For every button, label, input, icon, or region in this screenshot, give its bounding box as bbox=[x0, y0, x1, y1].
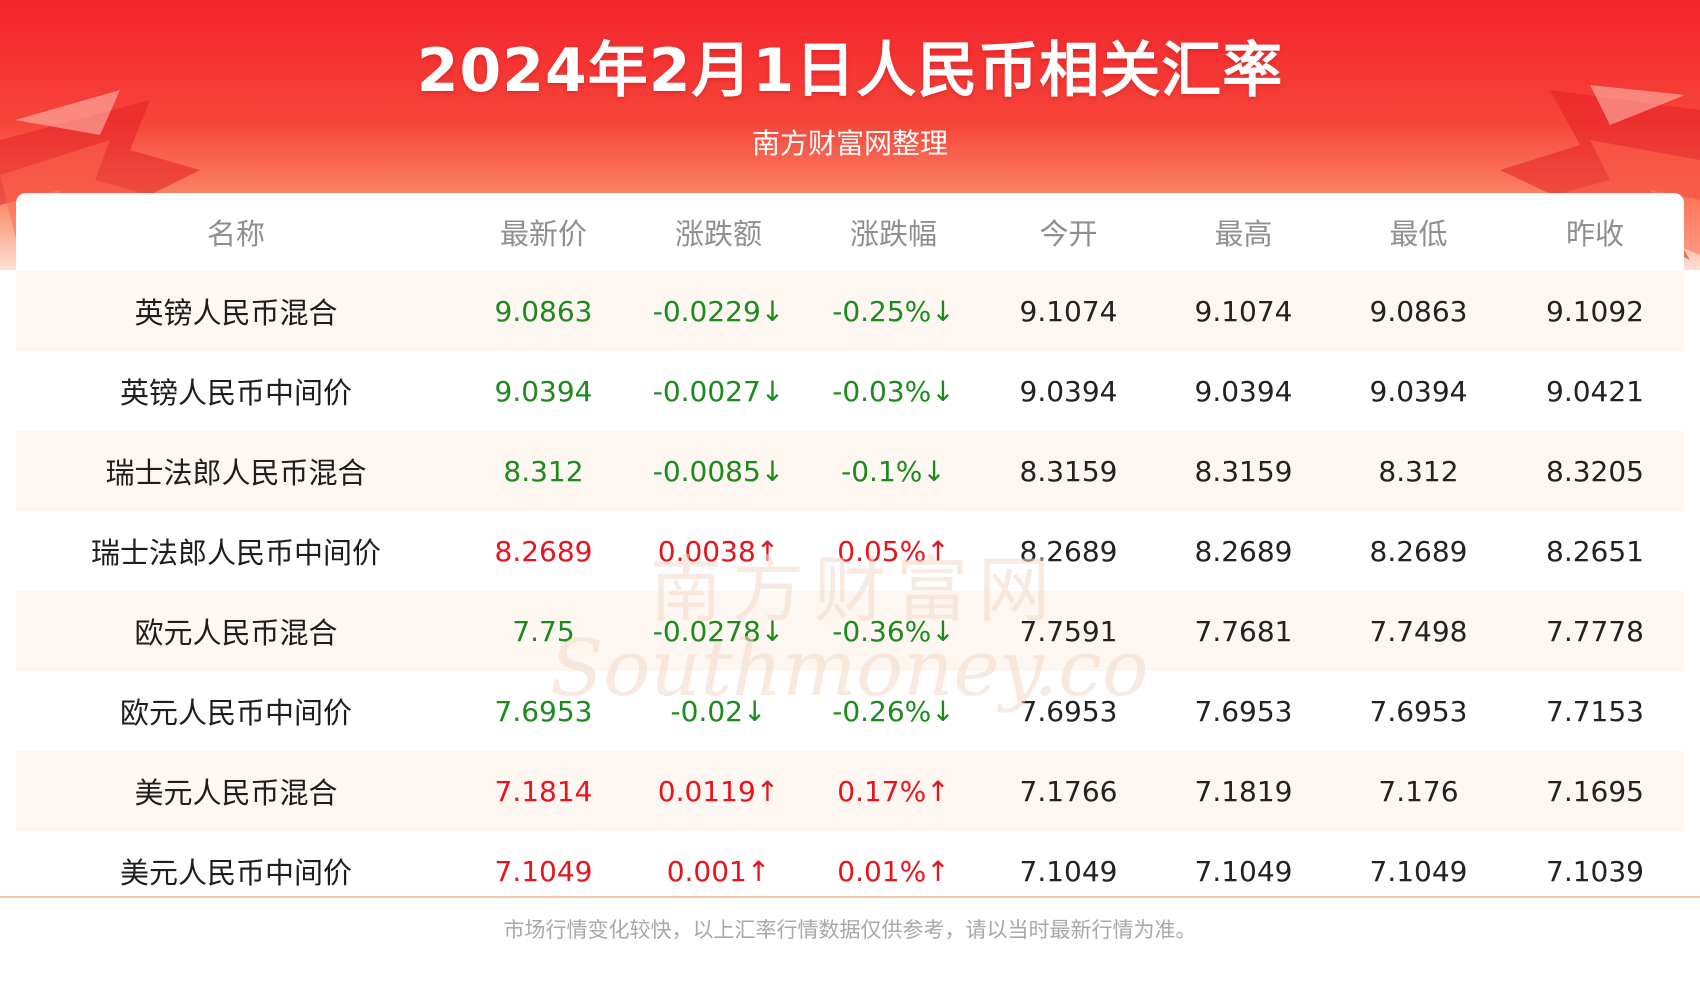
change-amount: -0.0085↓ bbox=[631, 431, 806, 511]
table-row: 瑞士法郎人民币混合 8.312 -0.0085↓ -0.1%↓ 8.3159 8… bbox=[16, 431, 1684, 511]
low-price: 7.1049 bbox=[1369, 854, 1468, 888]
prev-close-price: 9.0421 bbox=[1546, 374, 1644, 408]
table-row: 美元人民币混合 7.1814 0.0119↑ 0.17%↑ 7.1766 7.1… bbox=[16, 751, 1684, 831]
change-amount: 0.001↑ bbox=[666, 854, 771, 888]
prev-close-price: 7.1695 bbox=[1506, 751, 1684, 831]
page-title: 2024年2月1日人民币相关汇率 bbox=[416, 36, 1284, 106]
latest-price: 8.2689 bbox=[494, 534, 593, 568]
change-percent: -0.36%↓ bbox=[806, 591, 981, 671]
open-price: 7.1766 bbox=[981, 751, 1156, 831]
column-header-low: 最低 bbox=[1389, 217, 1448, 251]
change-percent: -0.26%↓ bbox=[832, 694, 955, 728]
currency-pair-name: 美元人民币混合 bbox=[16, 751, 456, 831]
high-price: 7.1819 bbox=[1156, 751, 1331, 831]
column-header-change: 涨跌额 bbox=[674, 217, 762, 251]
prev-close-price: 7.1039 bbox=[1546, 854, 1644, 888]
column-header-open: 今开 bbox=[1039, 217, 1098, 251]
open-price: 7.7591 bbox=[981, 591, 1156, 671]
column-header-name: 名称 bbox=[206, 217, 265, 251]
high-price: 7.1049 bbox=[1194, 854, 1293, 888]
open-price: 8.2689 bbox=[1019, 534, 1118, 568]
table-row: 欧元人民币中间价 7.6953 -0.02↓ -0.26%↓ 7.6953 7.… bbox=[16, 671, 1684, 751]
change-amount: -0.0278↓ bbox=[631, 591, 806, 671]
prev-close-price: 8.2651 bbox=[1546, 534, 1644, 568]
change-amount: -0.02↓ bbox=[670, 694, 767, 728]
column-header-prev-close: 昨收 bbox=[1565, 217, 1624, 251]
low-price: 7.176 bbox=[1331, 751, 1506, 831]
rates-table-card: 名称 最新价 涨跌额 涨跌幅 今开 最高 最低 昨收 英镑人民币混合 9.086… bbox=[16, 193, 1684, 898]
latest-price: 7.1814 bbox=[456, 751, 631, 831]
prev-close-price: 8.3205 bbox=[1506, 431, 1684, 511]
change-amount: 0.0038↑ bbox=[657, 534, 780, 568]
change-percent: -0.1%↓ bbox=[806, 431, 981, 511]
currency-pair-name: 瑞士法郎人民币混合 bbox=[16, 431, 456, 511]
footer-disclaimer: 市场行情变化较快，以上汇率行情数据仅供参考，请以当时最新行情为准。 bbox=[503, 918, 1197, 942]
high-price: 8.2689 bbox=[1194, 534, 1293, 568]
low-price: 8.312 bbox=[1331, 431, 1506, 511]
high-price: 9.1074 bbox=[1156, 271, 1331, 351]
open-price: 8.3159 bbox=[981, 431, 1156, 511]
open-price: 9.0394 bbox=[1019, 374, 1118, 408]
currency-pair-name: 瑞士法郎人民币中间价 bbox=[90, 536, 381, 570]
change-amount: -0.0229↓ bbox=[631, 271, 806, 351]
currency-pair-name: 美元人民币中间价 bbox=[119, 856, 352, 890]
footer-divider bbox=[0, 896, 1700, 898]
high-price: 7.6953 bbox=[1194, 694, 1293, 728]
low-price: 9.0863 bbox=[1331, 271, 1506, 351]
latest-price: 9.0394 bbox=[494, 374, 593, 408]
low-price: 7.7498 bbox=[1331, 591, 1506, 671]
change-percent: 0.01%↑ bbox=[837, 854, 950, 888]
latest-price: 8.312 bbox=[456, 431, 631, 511]
column-header-high: 最高 bbox=[1214, 217, 1273, 251]
low-price: 8.2689 bbox=[1369, 534, 1468, 568]
change-amount: 0.0119↑ bbox=[631, 751, 806, 831]
open-price: 7.1049 bbox=[1019, 854, 1118, 888]
column-header-latest: 最新价 bbox=[499, 217, 587, 251]
change-percent: 0.05%↑ bbox=[837, 534, 950, 568]
low-price: 7.6953 bbox=[1369, 694, 1468, 728]
table-row: 英镑人民币混合 9.0863 -0.0229↓ -0.25%↓ 9.1074 9… bbox=[16, 271, 1684, 351]
prev-close-price: 7.7153 bbox=[1546, 694, 1644, 728]
change-percent: -0.03%↓ bbox=[832, 374, 955, 408]
table-row: 美元人民币中间价 7.1049 0.001↑ 0.01%↑ 7.1049 7.1… bbox=[16, 831, 1684, 898]
currency-pair-name: 欧元人民币混合 bbox=[16, 591, 456, 671]
high-price: 7.7681 bbox=[1156, 591, 1331, 671]
high-price: 9.0394 bbox=[1194, 374, 1293, 408]
latest-price: 7.6953 bbox=[494, 694, 593, 728]
table-row: 英镑人民币中间价 9.0394 -0.0027↓ -0.03%↓ 9.0394 … bbox=[16, 351, 1684, 431]
currency-pair-name: 英镑人民币混合 bbox=[16, 271, 456, 351]
currency-pair-name: 英镑人民币中间价 bbox=[119, 376, 352, 410]
table-header-row: 名称 最新价 涨跌额 涨跌幅 今开 最高 最低 昨收 bbox=[16, 193, 1684, 271]
change-amount: -0.0027↓ bbox=[652, 374, 785, 408]
prev-close-price: 9.1092 bbox=[1506, 271, 1684, 351]
table-row: 欧元人民币混合 7.75 -0.0278↓ -0.36%↓ 7.7591 7.7… bbox=[16, 591, 1684, 671]
table-row: 瑞士法郎人民币中间价 8.2689 0.0038↑ 0.05%↑ 8.2689 … bbox=[16, 511, 1684, 591]
prev-close-price: 7.7778 bbox=[1506, 591, 1684, 671]
page-subtitle: 南方财富网整理 bbox=[751, 127, 948, 160]
open-price: 7.6953 bbox=[1019, 694, 1118, 728]
high-price: 8.3159 bbox=[1156, 431, 1331, 511]
column-header-change-pct: 涨跌幅 bbox=[849, 217, 937, 251]
low-price: 9.0394 bbox=[1369, 374, 1468, 408]
change-percent: 0.17%↑ bbox=[806, 751, 981, 831]
latest-price: 7.1049 bbox=[494, 854, 593, 888]
open-price: 9.1074 bbox=[981, 271, 1156, 351]
exchange-rate-table: 名称 最新价 涨跌额 涨跌幅 今开 最高 最低 昨收 英镑人民币混合 9.086… bbox=[16, 193, 1684, 898]
change-percent: -0.25%↓ bbox=[806, 271, 981, 351]
latest-price: 7.75 bbox=[456, 591, 631, 671]
currency-pair-name: 欧元人民币中间价 bbox=[119, 696, 352, 730]
latest-price: 9.0863 bbox=[456, 271, 631, 351]
